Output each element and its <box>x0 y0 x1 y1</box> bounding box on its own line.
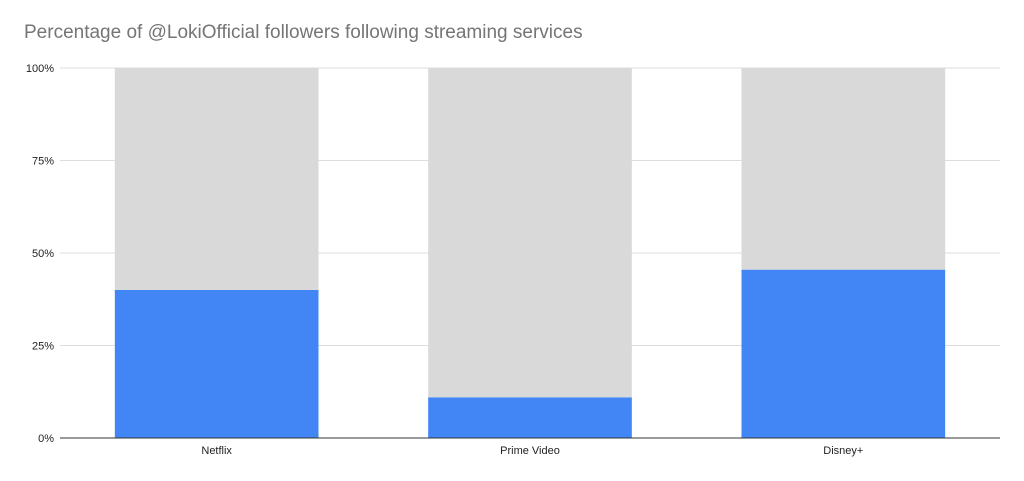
x-tick-label: Disney+ <box>823 445 863 457</box>
tick-labels: 0% 25% 50% 75% 100% Netflix Prime Video Disney+ <box>26 63 863 457</box>
bar-prime-video-segment-1 <box>428 397 632 438</box>
x-tick-label: Prime Video <box>500 445 560 457</box>
chart-title: Percentage of @LokiOfficial followers fo… <box>24 22 583 43</box>
y-tick-label: 50% <box>32 248 54 260</box>
y-tick-label: 0% <box>38 433 54 445</box>
y-tick-label: 100% <box>26 63 54 75</box>
y-tick-label: 75% <box>32 156 54 168</box>
bar-disney--segment-1 <box>741 269 946 438</box>
bar-netflix-segment-2 <box>114 68 319 290</box>
bar-disney--segment-2 <box>741 68 946 270</box>
bar-prime-video-segment-2 <box>428 68 632 398</box>
x-tick-label: Netflix <box>201 445 232 457</box>
bar-netflix-segment-1 <box>114 290 319 438</box>
bars <box>114 68 946 438</box>
y-tick-label: 25% <box>32 341 54 353</box>
